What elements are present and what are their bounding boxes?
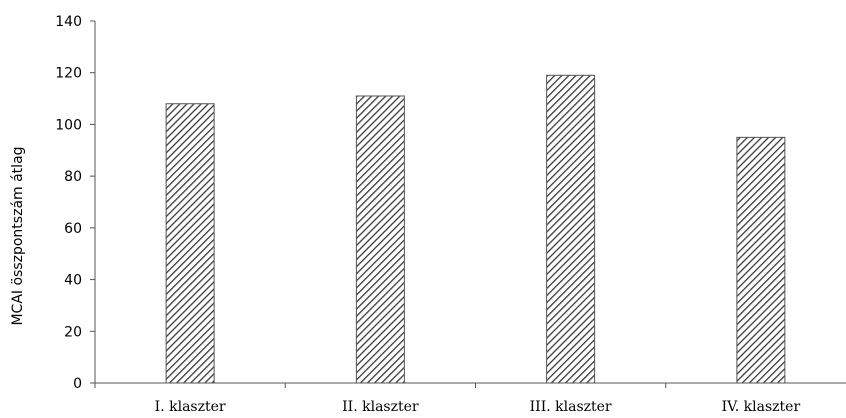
bar-4 — [736, 136, 786, 384]
bar-2 — [355, 95, 405, 384]
y-tick-label: 120 — [55, 66, 82, 82]
y-tick-label: 0 — [73, 376, 82, 392]
x-category-label: I. klaszter — [155, 399, 226, 415]
bar-1 — [165, 103, 215, 384]
y-tick-label: 60 — [64, 221, 82, 237]
x-category-label: III. klaszter — [530, 399, 612, 415]
y-axis-title: MCAI összpontszám átlag — [10, 146, 26, 325]
y-tick-label: 20 — [64, 324, 82, 340]
y-tick-label: 80 — [64, 169, 82, 185]
labels: 0 20 40 60 80 100 120 140 I. klaszter II. klaszte… — [55, 14, 800, 415]
x-category-label: II. klaszter — [342, 399, 419, 415]
y-tick-label: 100 — [55, 117, 82, 133]
x-category-label: IV. klaszter — [722, 399, 801, 415]
axes — [90, 20, 846, 388]
bar-3 — [546, 74, 596, 384]
y-tick-label: 140 — [55, 14, 82, 30]
bars — [165, 74, 786, 384]
y-tick-label: 40 — [64, 273, 82, 289]
